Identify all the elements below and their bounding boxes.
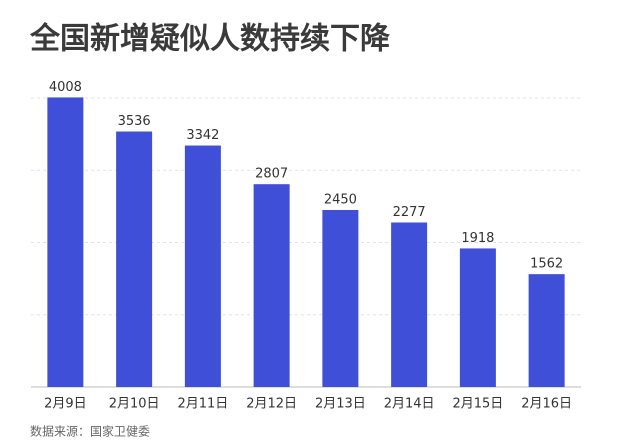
value-label: 2450 (324, 192, 357, 207)
bar (47, 97, 84, 387)
value-label: 1918 (461, 231, 494, 246)
source: 数据来源：国家卫健委 (30, 424, 150, 439)
bar (253, 184, 290, 387)
bar (459, 248, 496, 387)
x-tick-label: 2月14日 (384, 397, 435, 412)
chart-title: 全国新增疑似人数持续下降 (29, 22, 391, 57)
bar (528, 274, 565, 387)
value-label: 4008 (49, 80, 82, 95)
value-label: 2807 (255, 167, 288, 182)
value-label: 3342 (186, 128, 219, 143)
value-label: 1562 (530, 257, 563, 272)
x-tick-label: 2月10日 (109, 397, 160, 412)
bar (184, 145, 221, 387)
bar (391, 222, 428, 387)
value-label: 3536 (118, 114, 151, 129)
x-tick-label: 2月11日 (177, 397, 228, 412)
bar (116, 131, 153, 387)
x-tick-label: 2月9日 (44, 397, 87, 412)
x-tick-label: 2月15日 (452, 397, 503, 412)
value-label: 2277 (393, 205, 426, 220)
bar (322, 209, 359, 387)
x-tick-label: 2月16日 (521, 397, 572, 412)
x-tick-label: 2月12日 (246, 397, 297, 412)
x-tick-label: 2月13日 (315, 397, 366, 412)
